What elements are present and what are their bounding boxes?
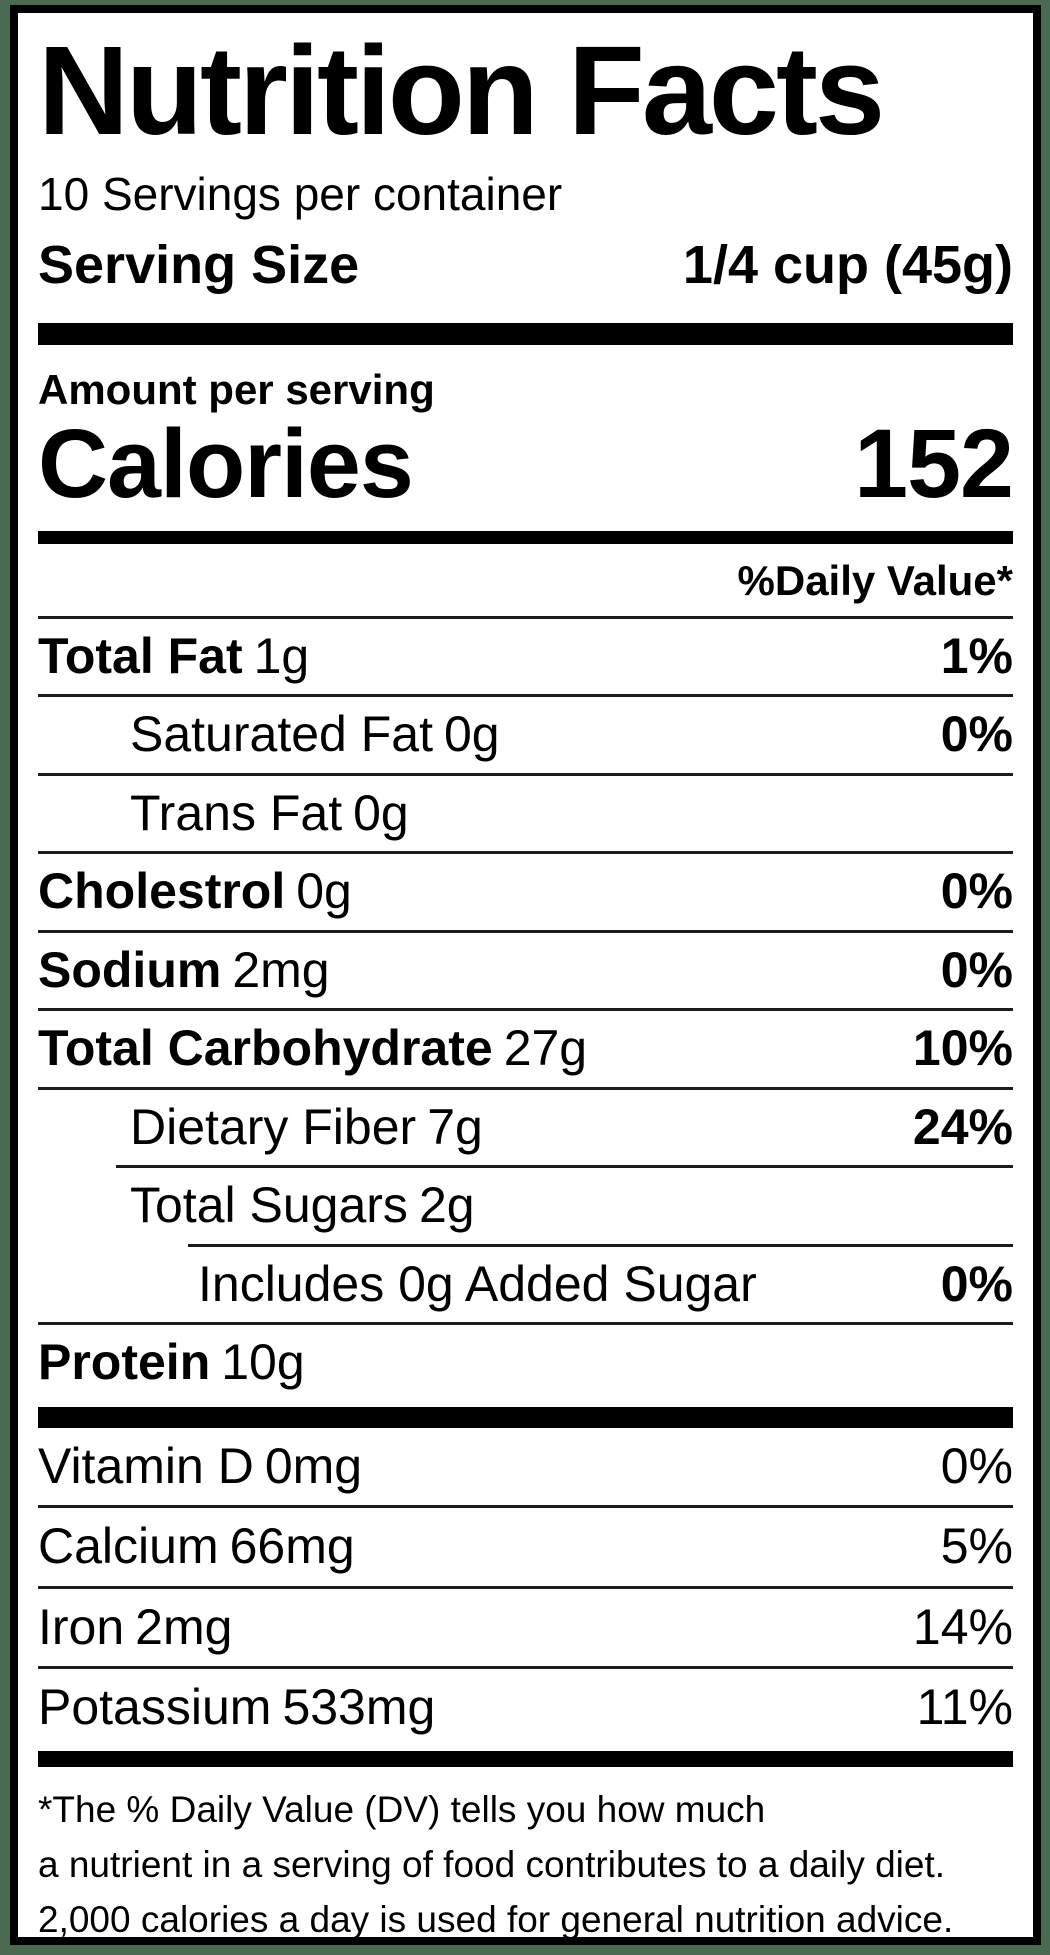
divider [38,772,1013,776]
nutrient-amount: 7g [427,1098,483,1155]
vitamin-dv: 14% [912,1598,1013,1655]
vitamin-row-vitamin-d: Vitamin D 0mg 0% [38,1428,1013,1506]
divider [38,615,1013,619]
vitamin-dv: 11% [916,1679,1013,1736]
daily-value-footnote: *The % Daily Value (DV) tells you how mu… [38,1767,1013,1941]
nutrient-dv: 0% [940,863,1013,920]
nutrient-name: Includes 0g Added Sugar [198,1255,757,1312]
nutrient-row-added-sugar: Includes 0g Added Sugar 0% [38,1247,1013,1323]
daily-value-header: %Daily Value* [737,556,1013,604]
nutrient-row-total-sugars: Total Sugars 2g [38,1168,1013,1244]
nutrient-amount: 2mg [232,941,330,998]
footnote-line: *The % Daily Value (DV) tells you how mu… [38,1788,766,1830]
nutrient-dv: 10% [912,1020,1013,1077]
divider-indented [188,1243,1013,1247]
nutrient-row-cholestrol: Cholestrol 0g 0% [38,854,1013,930]
vitamin-amount: 66mg [229,1518,355,1575]
divider [38,1666,1013,1670]
nutrient-row-protein: Protein 10g [38,1325,1013,1401]
serving-size-row: Serving Size 1/4 cup (45g) [38,234,1013,296]
label-content: Nutrition Facts 10 Servings per containe… [18,20,1033,1941]
vitamin-name: Calcium [38,1518,219,1575]
nutrient-name: Protein [38,1334,211,1391]
nutrient-row-trans-fat: Trans Fat 0g [38,776,1013,852]
thick-divider-bar [38,322,1013,345]
calories-row: Calories 152 [38,408,1014,518]
divider [38,1505,1013,1509]
medium-divider-bar [38,530,1013,544]
calories-label: Calories [38,408,414,518]
vitamin-dv: 5% [940,1518,1013,1575]
nutrient-name: Total Fat [38,627,243,684]
vitamin-amount: 0mg [264,1437,363,1494]
divider [38,1086,1013,1090]
nutrient-row-sodium: Sodium 2mg 0% [38,933,1013,1009]
page-title: Nutrition Facts [38,20,885,161]
divider [38,1008,1013,1012]
nutrient-amount: 2g [418,1177,475,1234]
vitamin-name: Iron [38,1598,125,1655]
vitamin-row-calcium: Calcium 66mg 5% [38,1508,1013,1586]
nutrient-dv: 0% [940,941,1013,998]
nutrient-amount: 10g [221,1334,305,1391]
serving-size-label: Serving Size [38,235,360,296]
nutrient-dv: 0% [940,1255,1013,1312]
medium-divider-bar [38,1750,1013,1767]
nutrient-row-total-carbohydrate: Total Carbohydrate 27g 10% [38,1011,1013,1087]
divider [38,929,1013,933]
nutrient-amount: 27g [503,1020,588,1077]
divider [38,1585,1013,1589]
calories-value: 152 [854,408,1014,518]
footnote-line: 2,000 calories a day is used for general… [38,1899,954,1941]
nutrient-amount: 0g [443,706,500,763]
nutrient-dv: 1% [940,627,1013,684]
divider [38,851,1013,855]
nutrient-row-dietary-fiber: Dietary Fiber 7g 24% [38,1090,1013,1166]
vitamin-dv: 0% [940,1437,1013,1494]
nutrient-name: Total Sugars [130,1177,408,1234]
nutrient-name: Total Carbohydrate [38,1020,493,1077]
vitamin-amount: 2mg [135,1598,233,1655]
vitamin-name: Vitamin D [38,1437,254,1494]
divider [38,694,1013,698]
footnote-line: a nutrient in a serving of food contribu… [38,1843,946,1885]
divider-indented [116,1165,1013,1169]
nutrition-facts-label: Nutrition Facts 10 Servings per containe… [10,5,1041,1945]
nutrient-name: Dietary Fiber [130,1098,417,1155]
nutrient-amount: 0g [353,784,409,841]
nutrient-amount: 0g [296,863,352,920]
thick-divider-bar [38,1406,1013,1428]
nutrient-name: Saturated Fat [130,706,433,763]
vitamin-amount: 533mg [282,1679,436,1736]
nutrient-name: Sodium [38,941,222,998]
vitamin-name: Potassium [38,1679,272,1736]
vitamin-row-iron: Iron 2mg 14% [38,1589,1013,1667]
vitamin-row-potassium: Potassium 533mg 11% [38,1669,1013,1747]
nutrient-name: Trans Fat [130,784,343,841]
serving-size-value: 1/4 cup (45g) [682,235,1013,296]
nutrient-row-saturated-fat: Saturated Fat 0g 0% [38,697,1013,773]
nutrient-dv: 0% [940,706,1013,763]
amount-per-serving-label: Amount per serving [38,365,435,413]
divider [38,1322,1013,1326]
nutrient-name: Cholestrol [38,863,286,920]
servings-per-container: 10 Servings per container [38,167,563,220]
nutrient-amount: 1g [253,627,310,684]
nutrient-row-total-fat: Total Fat 1g 1% [38,619,1013,695]
nutrient-dv: 24% [912,1098,1013,1155]
